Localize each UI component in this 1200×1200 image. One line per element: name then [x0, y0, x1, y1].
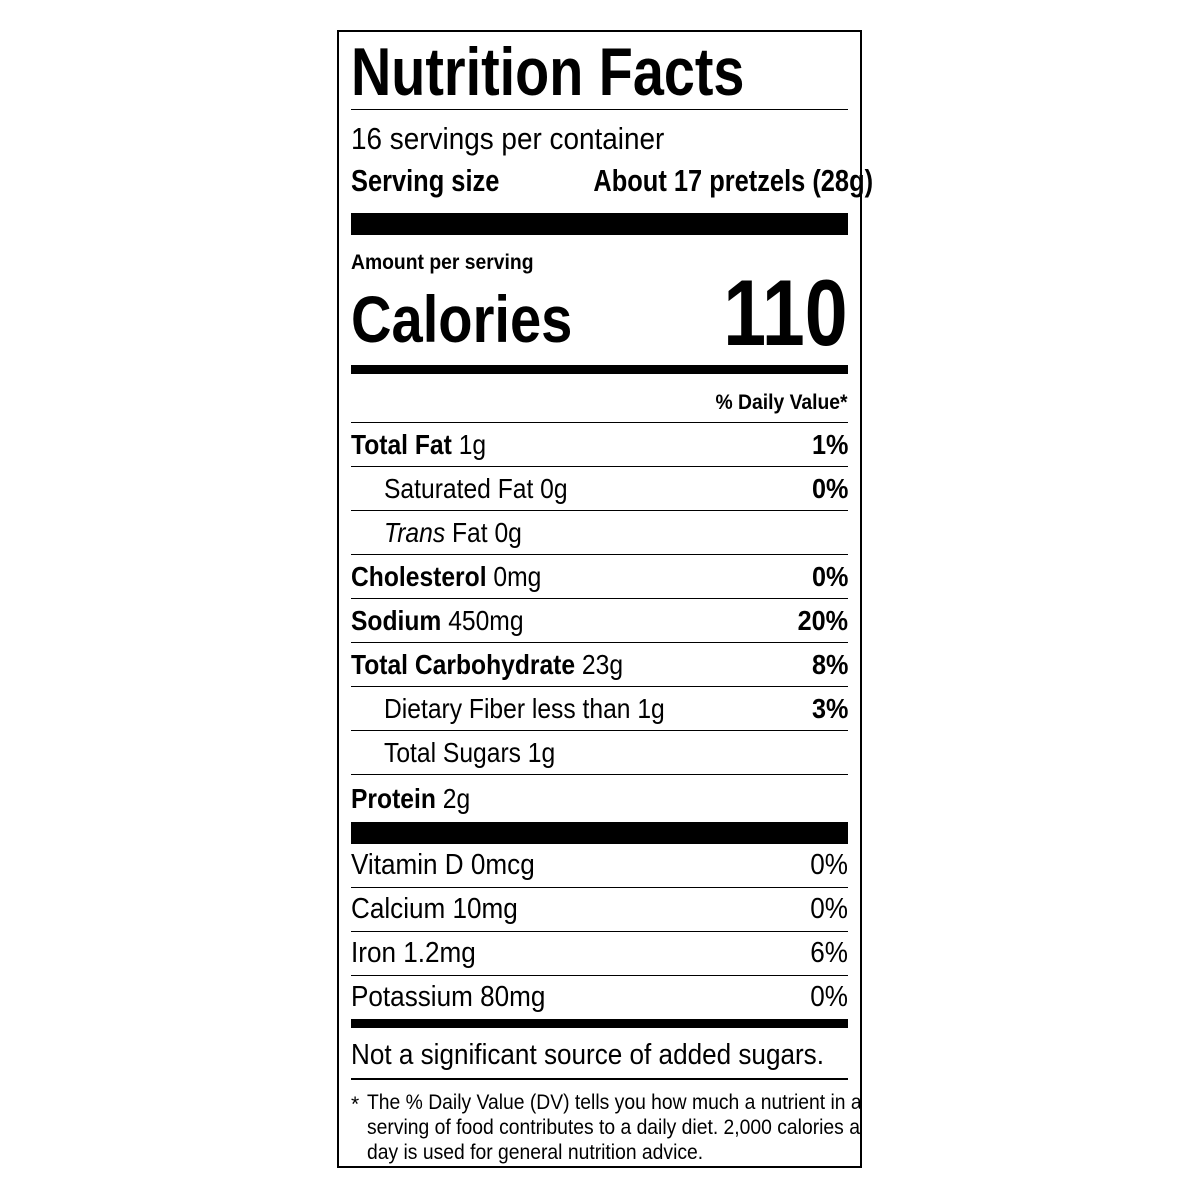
- serving-size-value: About 17 pretzels (28g): [593, 163, 873, 198]
- nutrient-row-saturated-fat: Saturated Fat 0g 0%: [351, 467, 848, 511]
- footnote-text: The % Daily Value (DV) tells you how muc…: [367, 1091, 862, 1164]
- nutrient-row-total-sugars: Total Sugars 1g: [351, 731, 848, 775]
- divider-medium: [351, 365, 848, 374]
- nutrient-row-total-carbohydrate: Total Carbohydrate 23g 8%: [351, 643, 848, 687]
- calories-label: Calories: [351, 282, 573, 356]
- calories-value: 110: [723, 260, 848, 365]
- nutrition-facts-label: Nutrition Facts 16 servings per containe…: [337, 30, 873, 1168]
- nutrient-row-protein: Protein 2g: [351, 782, 471, 814]
- nutrient-row-total-fat: Total Fat 1g 1%: [351, 423, 848, 467]
- servings-per-container: 16 servings per container: [351, 121, 665, 156]
- serving-size: Serving size About 17 pretzels (28g): [351, 158, 873, 208]
- divider-thick: [351, 213, 848, 235]
- added-sugars-note: Not a significant source of added sugars…: [351, 1028, 848, 1080]
- nutrient-row-trans-fat: Trans Fat 0g: [351, 511, 848, 555]
- daily-value-header: % Daily Value*: [351, 374, 848, 423]
- vitamin-row-iron: Iron 1.2mg 6%: [351, 932, 848, 976]
- footnote-marker: *: [351, 1093, 360, 1116]
- vitamin-row-calcium: Calcium 10mg 0%: [351, 888, 848, 932]
- calories-row: Calories 110: [351, 266, 848, 360]
- divider-medium: [351, 1019, 848, 1028]
- amount-per-serving: Amount per serving: [351, 251, 534, 274]
- nutrient-row-sodium: Sodium 450mg 20%: [351, 599, 848, 643]
- nutrient-row-dietary-fiber: Dietary Fiber less than 1g 3%: [351, 687, 848, 731]
- serving-size-label: Serving size: [351, 163, 500, 198]
- nutrient-row-cholesterol: Cholesterol 0mg 0%: [351, 555, 848, 599]
- vitamin-row-potassium: Potassium 80mg 0%: [351, 981, 848, 1013]
- footnote: * The % Daily Value (DV) tells you how m…: [351, 1080, 862, 1165]
- divider-thick: [351, 822, 848, 844]
- vitamin-row-vitamin-d: Vitamin D 0mcg 0%: [351, 844, 848, 888]
- label-title: Nutrition Facts: [351, 32, 848, 110]
